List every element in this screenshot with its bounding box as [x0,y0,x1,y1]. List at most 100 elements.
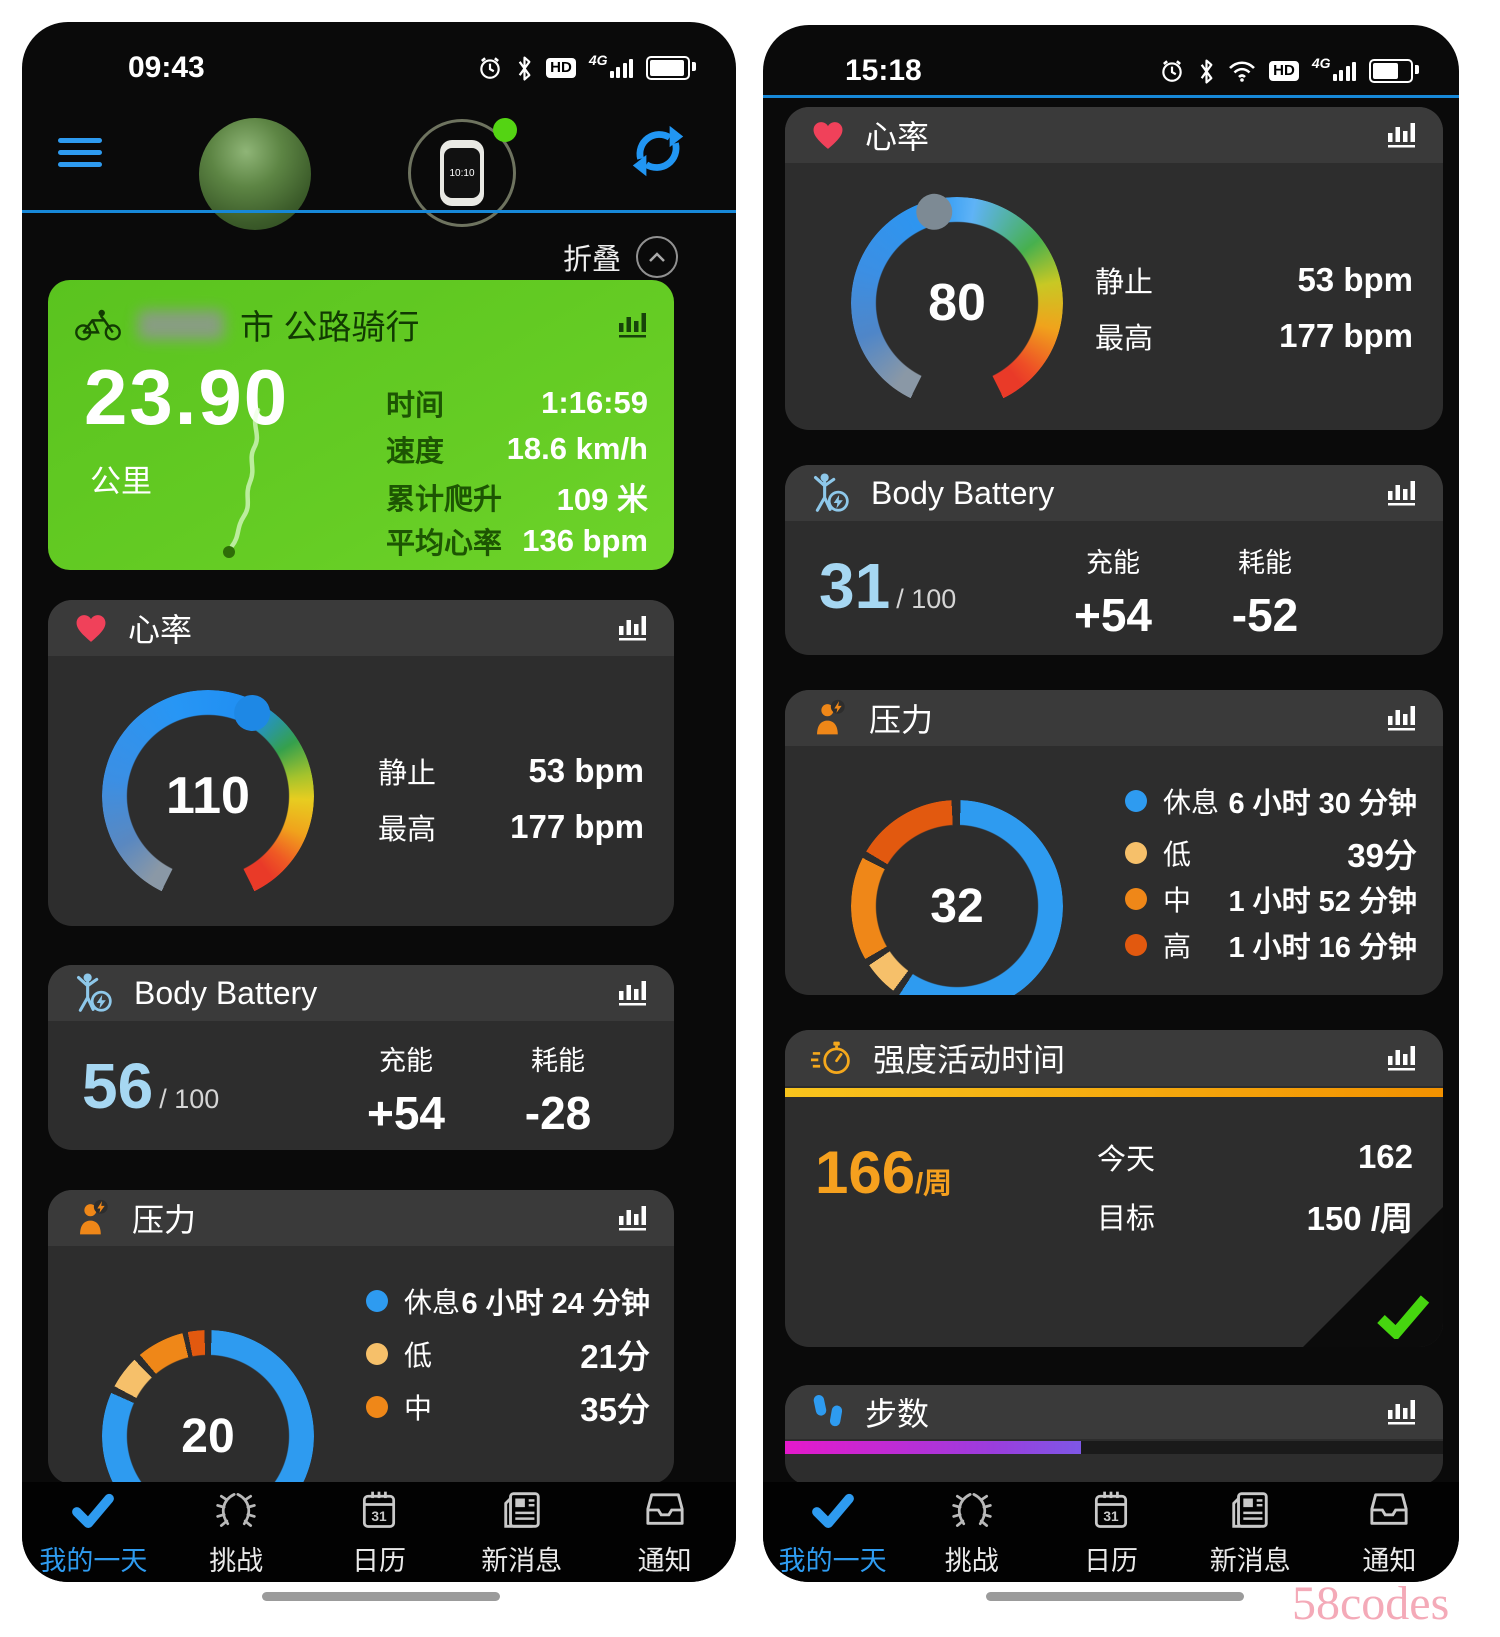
legend-value: 1 小时 52 分钟 [1228,886,1417,918]
activity-distance-unit: 公里 [90,464,152,499]
header-divider [763,95,1459,98]
nav-label: 通知 [1362,1545,1417,1576]
body-battery-value: 31/ 100 [819,549,956,623]
calendar-icon: 31 [357,1487,401,1533]
activity-stat-row: 平均心率 136 bpm [386,520,648,562]
stat-label: 充能 [379,1046,433,1076]
legend-label: 中 [1163,885,1192,916]
heart-icon [74,613,108,644]
stat-label: 充能 [1086,548,1140,578]
card-title: 步数 [865,1396,930,1432]
legend-value: 1 小时 16 分钟 [1228,932,1417,964]
body-battery-icon [811,471,851,515]
stress-value: 32 [930,879,984,933]
status-bar: 09:43 HD 4G [22,46,696,90]
nav-label: 挑战 [209,1545,264,1576]
hd-badge-icon: HD [546,58,576,78]
nav-challenges[interactable]: 挑战 [165,1482,308,1582]
nav-news[interactable]: 新消息 [450,1482,593,1582]
heart-icon [811,120,845,151]
chart-icon[interactable] [1387,479,1417,507]
card-title: Body Battery [134,974,318,1011]
nav-my-day[interactable]: 我的一天 [22,1482,165,1582]
chart-icon[interactable] [618,1204,648,1232]
stat-label: 静止 [1095,267,1154,299]
heart-rate-card[interactable]: 心率 80 静止 53 bpm 最高 177 bpm [785,107,1443,430]
device-connected-dot [493,118,517,142]
nav-calendar[interactable]: 31 日历 [308,1482,451,1582]
legend-value: 35分 [580,1391,650,1428]
check-icon [811,1487,855,1533]
card-title: 压力 [869,702,934,738]
chart-icon[interactable] [1387,121,1417,149]
intensity-progress-bar [785,1088,1443,1097]
heart-rate-gauge: 80 [851,189,1063,409]
legend-row: 休息 6 小时 24 分钟 [366,1284,650,1320]
home-indicator[interactable] [262,1592,500,1601]
stress-icon [811,697,849,739]
activity-card[interactable]: 市 公路骑行 23.90 公里 时间 1:16:59 速度 18.6 km/h … [48,280,674,570]
nav-label: 挑战 [944,1545,999,1576]
legend-label: 中 [404,1393,433,1424]
stat-value: 53 bpm [528,752,644,789]
heart-rate-card[interactable]: 心率 110 静止 53 bpm 最高 177 bpm [48,600,674,926]
legend-value: 39分 [1347,837,1417,874]
legend-row: 低 39分 [1125,836,1417,874]
stat-label: 累计爬升 [386,483,503,516]
stress-card[interactable]: 压力 32 休息 6 小时 30 分钟 低 39分 中 1 小时 52 分钟 高 [785,690,1443,995]
legend-row: 高 1 小时 16 分钟 [1125,928,1417,964]
chart-icon[interactable] [1387,704,1417,732]
card-header: 心率 [785,107,1443,163]
legend-row: 中 1 小时 52 分钟 [1125,882,1417,918]
4g-signal-icon: 4G [589,52,633,78]
card-title: 心率 [865,119,930,155]
bottom-navigation: 我的一天 挑战 31 日历 新消息 通知 [22,1482,736,1582]
bluetooth-icon [516,55,533,82]
stat-label: 时间 [386,390,445,422]
menu-hamburger-button[interactable] [58,138,102,174]
chart-icon[interactable] [1387,1398,1417,1426]
chevron-up-icon[interactable] [636,236,678,278]
stat-value: 177 bpm [1279,317,1413,354]
nav-calendar[interactable]: 31 日历 [1041,1482,1180,1582]
card-title: 强度活动时间 [873,1042,1066,1078]
nav-my-day[interactable]: 我的一天 [763,1482,902,1582]
nav-news[interactable]: 新消息 [1181,1482,1320,1582]
collapse-label: 折叠 [562,244,621,276]
chart-icon[interactable] [618,614,648,642]
chart-icon[interactable] [1387,1044,1417,1072]
alarm-icon [477,55,503,81]
steps-card[interactable]: 步数 [785,1385,1443,1485]
body-battery-denominator: / 100 [159,1084,220,1114]
stat-label: 耗能 [1238,548,1292,578]
status-icons: HD 4G [1159,55,1419,85]
body-battery-card[interactable]: Body Battery 31/ 100 充能 +54 耗能 -52 [785,465,1443,655]
device-watch-widget[interactable]: 10:10 [408,118,517,227]
body-battery-card[interactable]: Body Battery 56/ 100 充能 +54 耗能 -28 [48,965,674,1150]
nav-notifications[interactable]: 通知 [1320,1482,1459,1582]
chart-icon[interactable] [618,311,648,339]
nav-challenges[interactable]: 挑战 [902,1482,1041,1582]
wifi-icon [1228,60,1256,83]
legend-label: 高 [1163,931,1192,962]
avatar[interactable] [199,118,311,230]
stat-label: 今天 [1097,1144,1156,1176]
stat-label: 速度 [386,436,445,468]
intensity-minutes-card[interactable]: 强度活动时间 166/周 今天 162 目标 150 /周 [785,1030,1443,1347]
collapse-control[interactable]: 折叠 [563,236,678,278]
card-header: 压力 [48,1190,674,1246]
chart-icon[interactable] [618,979,648,1007]
nav-notifications[interactable]: 通知 [593,1482,736,1582]
cycling-icon [74,308,122,342]
legend-dot-rest [1125,790,1147,812]
stat-row: 最高 177 bpm [378,806,644,848]
goal-reached-corner [1303,1207,1443,1347]
stress-card[interactable]: 压力 20 休息 6 小时 24 分钟 低 21分 中 35分 [48,1190,674,1484]
card-title: 心率 [128,612,193,648]
nav-label: 我的一天 [39,1545,148,1576]
home-indicator[interactable] [986,1592,1244,1601]
sync-button[interactable] [627,120,689,182]
legend-value: 21分 [580,1338,650,1375]
legend-label: 低 [404,1340,433,1371]
legend-row: 低 21分 [366,1337,650,1375]
